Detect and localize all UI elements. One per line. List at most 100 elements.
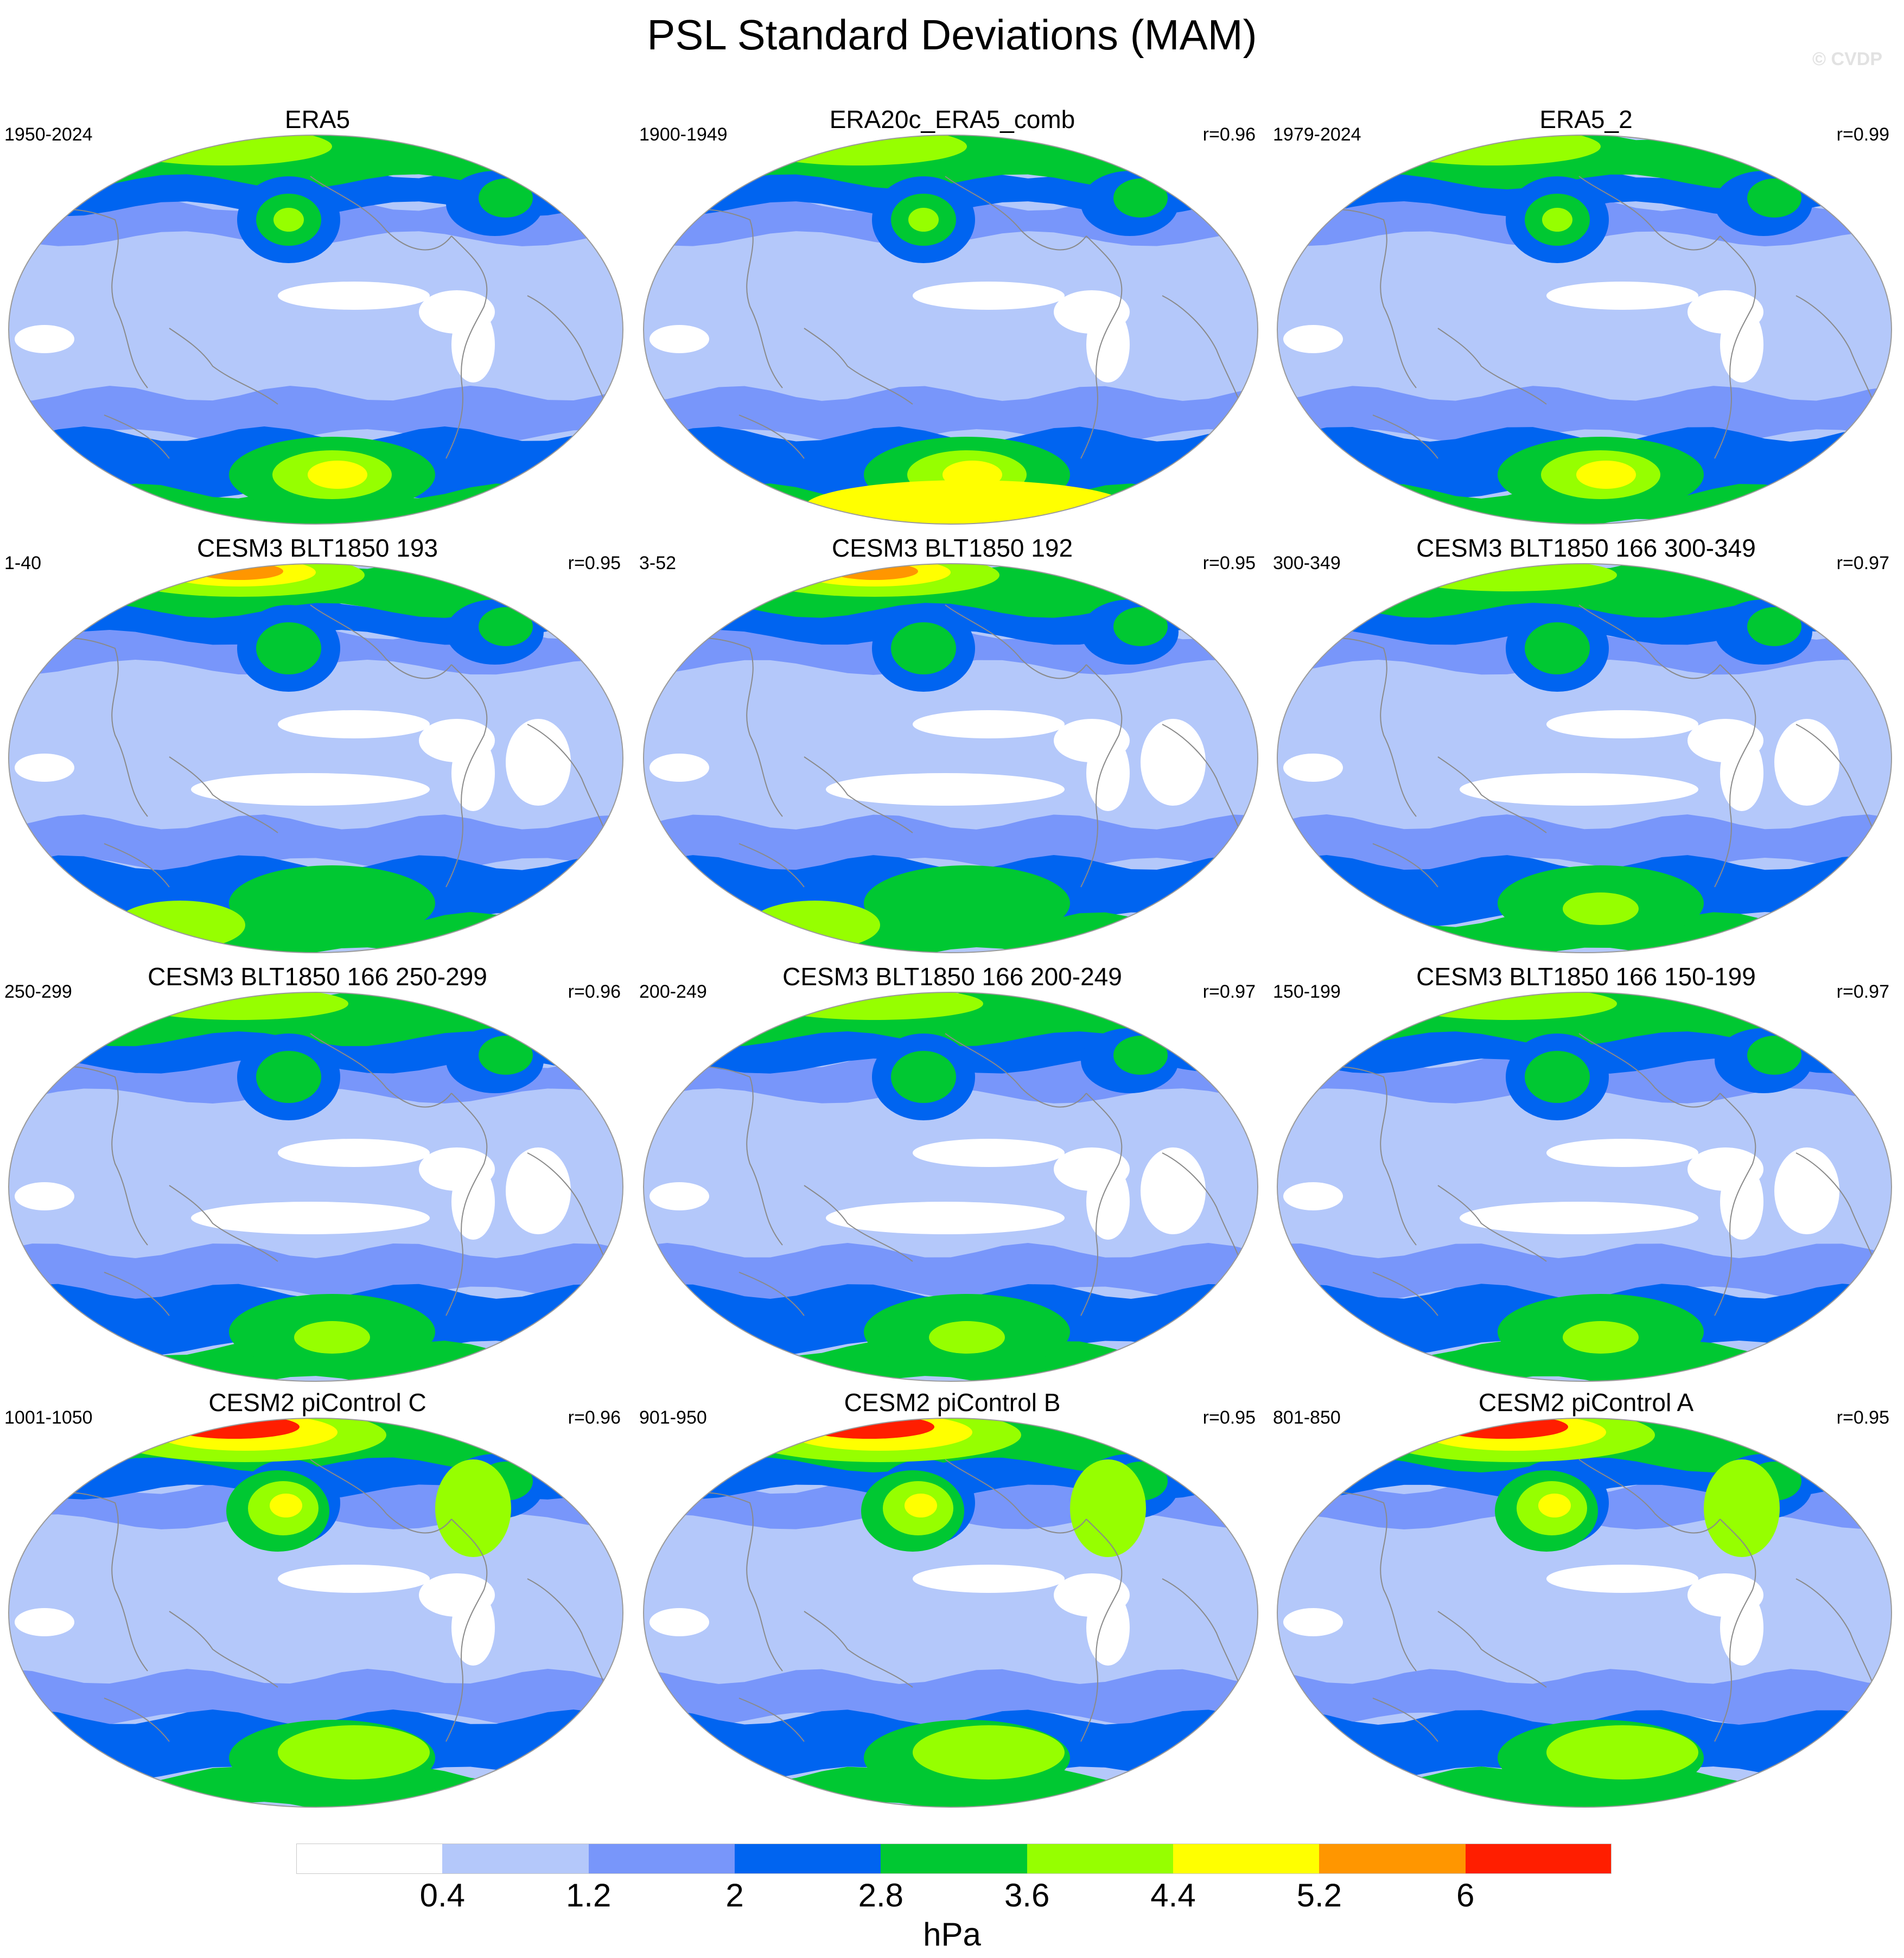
panel-correlation: r=0.97 (1836, 553, 1889, 573)
colorbar-swatch (734, 1844, 881, 1874)
low-variability-area (1283, 325, 1343, 353)
sh-midlat-band (1277, 814, 1892, 873)
low-variability-area (278, 710, 430, 738)
low-variability-area (1283, 1608, 1343, 1636)
panel-correlation: r=0.95 (1202, 1407, 1256, 1428)
panel-period: 1001-1050 (4, 1407, 93, 1428)
panel-title: CESM2 piControl B (844, 1388, 1061, 1417)
aleutian-center (256, 622, 321, 674)
sh-midlat-band (1277, 1669, 1892, 1727)
colorbar-swatch (442, 1844, 589, 1874)
low-variability-area (1283, 1182, 1343, 1210)
panel-title: CESM2 piControl A (1478, 1388, 1694, 1417)
map-panel: ERA5_2 1979-2024 r=0.99 (1269, 103, 1903, 533)
panel-title: CESM3 BLT1850 166 150-199 (1416, 962, 1756, 991)
low-variability-area (913, 1139, 1065, 1167)
robinson-map (1277, 135, 1892, 525)
map-panel: CESM3 BLT1850 166 300-349 300-349 r=0.97 (1269, 532, 1903, 961)
aleutian-center (1525, 1051, 1590, 1103)
robinson-map (643, 1418, 1258, 1808)
sh-midlat-band (1277, 1243, 1892, 1302)
map-panel: CESM3 BLT1850 166 150-199 150-199 r=0.97 (1269, 960, 1903, 1390)
colorbar-swatch (1465, 1844, 1612, 1874)
panel-correlation: r=0.96 (1202, 124, 1256, 145)
low-variability-area (15, 754, 74, 782)
low-variability-area (1546, 710, 1698, 738)
north-atlantic-center (479, 178, 533, 218)
aleutian-peak (1538, 1494, 1571, 1517)
low-variability-area (1774, 719, 1839, 806)
panel-period: 1979-2024 (1273, 124, 1361, 145)
arctic-peak (831, 564, 918, 580)
aleutian-peak (908, 208, 939, 232)
map-border (643, 563, 1258, 953)
panel-title: CESM3 BLT1850 193 (196, 534, 438, 562)
colorbar-swatch (881, 1844, 1027, 1874)
psl-std-field (9, 992, 623, 1381)
map-panel: CESM3 BLT1850 192 3-52 r=0.95 (635, 532, 1270, 961)
southern-ocean-peak (278, 1725, 430, 1780)
panel-correlation: r=0.97 (1202, 981, 1256, 1002)
map-panel: CESM2 piControl A 801-850 r=0.95 (1269, 1386, 1903, 1816)
robinson-map (643, 135, 1258, 525)
low-variability-area (1086, 735, 1130, 811)
map-panel: ERA20c_ERA5_comb 1900-1949 r=0.96 (635, 103, 1270, 533)
low-variability-area (451, 735, 495, 811)
north-atlantic-peak (435, 1459, 511, 1557)
psl-std-field (1277, 992, 1892, 1381)
low-variability-area (649, 1182, 709, 1210)
coastlines (663, 1033, 1244, 1316)
sh-midlat-band (1277, 386, 1892, 444)
psl-std-field (644, 564, 1258, 953)
low-variability-area (15, 1608, 74, 1636)
low-variability-area (1546, 282, 1698, 310)
colorbar-swatch (588, 1844, 735, 1874)
map-border (1277, 135, 1892, 525)
north-atlantic-center (479, 607, 533, 646)
panel-title: CESM3 BLT1850 166 250-299 (148, 962, 487, 991)
low-variability-area (826, 1202, 1065, 1234)
colorbar-tick-label: 0.4 (419, 1877, 466, 1914)
cvdp-watermark: © CVDP (1812, 49, 1882, 69)
southern-ocean-peak (913, 1725, 1065, 1780)
southern-ocean-center (229, 865, 435, 941)
low-variability-area (1086, 1590, 1130, 1666)
aleutian-center (256, 1051, 321, 1103)
panel-period: 300-349 (1273, 553, 1341, 573)
north-atlantic-center (1113, 178, 1168, 218)
map-border (8, 1418, 623, 1808)
low-variability-area (191, 1202, 430, 1234)
low-variability-area (15, 1182, 74, 1210)
panel-period: 3-52 (639, 553, 677, 573)
low-variability-area (913, 710, 1065, 738)
panel-period: 1900-1949 (639, 124, 728, 145)
psl-std-field (9, 1418, 623, 1807)
panel-period: 901-950 (639, 1407, 707, 1428)
sh-midlat-band (9, 814, 623, 873)
colorbar (296, 1844, 1612, 1874)
robinson-map (643, 992, 1258, 1382)
robinson-map (8, 992, 623, 1382)
low-variability-area (191, 773, 430, 806)
low-variability-area (913, 282, 1065, 310)
map-border (643, 992, 1258, 1382)
panel-correlation: r=0.95 (1202, 553, 1256, 573)
low-variability-area (1546, 1139, 1698, 1167)
panel-title: ERA20c_ERA5_comb (829, 105, 1075, 133)
southern-ocean-peak (1576, 461, 1636, 489)
southern-ocean-peak (1563, 1321, 1639, 1354)
robinson-map (8, 563, 623, 953)
colorbar-swatch (296, 1844, 443, 1874)
aleutian-peak (1542, 208, 1572, 232)
low-variability-area (1086, 1164, 1130, 1240)
north-atlantic-center (1113, 607, 1168, 646)
antarctic-peak (750, 901, 880, 949)
colorbar-tick-label: 1.2 (565, 1877, 612, 1914)
panel-correlation: r=0.96 (568, 981, 621, 1002)
map-border (643, 1418, 1258, 1808)
sh-midlat-band (9, 1669, 623, 1727)
low-variability-area (649, 325, 709, 353)
low-variability-area (15, 325, 74, 353)
panel-title: CESM3 BLT1850 166 300-349 (1416, 534, 1756, 562)
